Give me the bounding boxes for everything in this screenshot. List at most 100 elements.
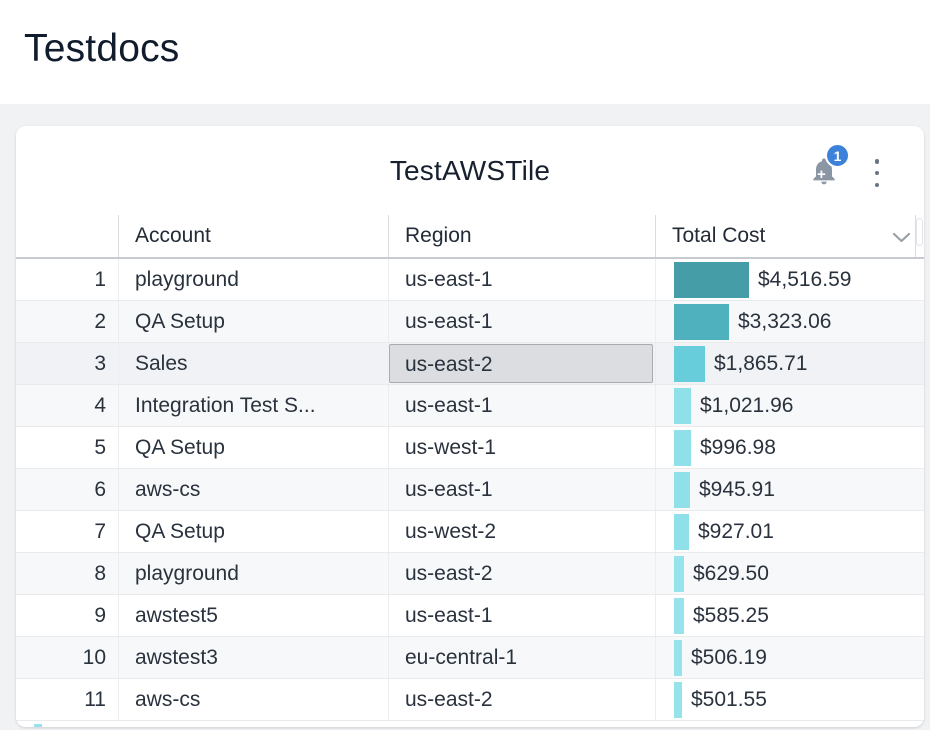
cost-bar [674, 346, 705, 382]
kebab-menu-button[interactable] [866, 157, 888, 189]
cost-value: $585.25 [693, 604, 769, 627]
account-cell[interactable]: awstest5 [118, 595, 388, 636]
total-cost-cell[interactable]: $945.91 [655, 469, 924, 510]
region-cell[interactable]: us-east-1 [388, 469, 655, 510]
row-number: 11 [84, 688, 106, 711]
notification-bell-button[interactable]: + 1 [808, 143, 860, 199]
row-number: 4 [94, 394, 106, 417]
header-region[interactable]: Region [388, 215, 655, 257]
page-title: Testdocs [24, 27, 180, 70]
tile-title: TestAWSTile [389, 155, 551, 186]
cost-bar [674, 430, 691, 466]
total-cost-cell[interactable]: $1,865.71 [655, 343, 924, 384]
account-cell[interactable]: aws-cs [118, 469, 388, 510]
account-cell[interactable]: awstest3 [118, 637, 388, 678]
cost-value: $4,516.59 [758, 268, 852, 291]
region-cell[interactable]: us-east-1 [388, 301, 655, 342]
cost-value: $1,865.71 [714, 352, 808, 375]
account-cell[interactable]: QA Setup [118, 427, 388, 468]
table-row[interactable]: 4 Integration Test S... us-east-1 $1,021.96 [16, 385, 924, 427]
row-number: 8 [94, 562, 106, 585]
cost-bar [674, 682, 682, 718]
tile-header: TestAWSTile + 1 [16, 126, 924, 215]
cost-value: $506.19 [691, 646, 767, 669]
header-row-number [16, 215, 118, 257]
row-number: 6 [94, 478, 106, 501]
table-row[interactable]: 5 QA Setup us-west-1 $996.98 [16, 427, 924, 469]
region-cell[interactable]: us-west-1 [388, 427, 655, 468]
account-cell[interactable]: QA Setup [118, 511, 388, 552]
table-row[interactable]: 6 aws-cs us-east-1 $945.91 [16, 469, 924, 511]
region-cell[interactable]: us-east-1 [388, 385, 655, 426]
cost-value: $996.98 [700, 436, 776, 459]
total-cost-cell[interactable]: $3,323.06 [655, 301, 924, 342]
cost-value: $3,323.06 [738, 310, 832, 333]
total-cost-cell[interactable]: $1,021.96 [655, 385, 924, 426]
region-cell[interactable]: us-east-1 [388, 259, 655, 300]
total-cost-cell[interactable]: $927.01 [655, 511, 924, 552]
account-cell[interactable]: playground [118, 553, 388, 594]
partial-next-row [16, 721, 924, 727]
cost-bar [674, 388, 691, 424]
row-number: 7 [94, 520, 106, 543]
row-number: 3 [94, 352, 106, 375]
cost-value: $1,021.96 [700, 394, 794, 417]
kebab-dot [874, 159, 880, 164]
header-account[interactable]: Account [118, 215, 388, 257]
cost-bar [674, 556, 684, 592]
table-body: 1 playground us-east-1 $4,516.59 2 QA Setup us… [16, 259, 924, 721]
scrollbar-thumb[interactable] [916, 218, 923, 246]
region-cell[interactable]: us-east-2 [388, 679, 655, 720]
region-cell[interactable]: us-east-1 [388, 595, 655, 636]
total-cost-cell[interactable]: $506.19 [655, 637, 924, 678]
table-row[interactable]: 8 playground us-east-2 $629.50 [16, 553, 924, 595]
region-cell[interactable]: us-east-2 [389, 344, 653, 383]
chevron-down-icon[interactable] [892, 232, 911, 243]
cost-value: $945.91 [699, 478, 775, 501]
kebab-dot [874, 170, 880, 176]
header-total-cost[interactable]: Total Cost [655, 215, 915, 257]
row-number: 1 [94, 268, 106, 291]
account-cell[interactable]: Sales [118, 343, 388, 384]
cost-bar [674, 640, 682, 676]
total-cost-cell[interactable]: $501.55 [655, 679, 924, 720]
table-header-row: Account Region Total Cost [16, 215, 924, 259]
total-cost-cell[interactable]: $4,516.59 [655, 259, 924, 300]
scrollbar-gutter [915, 215, 924, 257]
cost-bar [674, 514, 689, 550]
row-number: 2 [94, 310, 106, 333]
region-cell[interactable]: us-east-2 [388, 553, 655, 594]
total-cost-cell[interactable]: $629.50 [655, 553, 924, 594]
table-row[interactable]: 11 aws-cs us-east-2 $501.55 [16, 679, 924, 721]
aws-tile-card: TestAWSTile + 1 Account Region Total Cos… [16, 126, 924, 727]
account-cell[interactable]: Integration Test S... [118, 385, 388, 426]
plus-glyph: + [817, 166, 826, 183]
table-row[interactable]: 1 playground us-east-1 $4,516.59 [16, 259, 924, 301]
cost-bar [674, 262, 749, 298]
row-number: 9 [94, 604, 106, 627]
region-cell[interactable]: eu-central-1 [388, 637, 655, 678]
cost-value: $927.01 [698, 520, 774, 543]
cost-bar [674, 598, 684, 634]
cost-bar [34, 724, 42, 727]
cost-bar [674, 304, 729, 340]
table-row[interactable]: 7 QA Setup us-west-2 $927.01 [16, 511, 924, 553]
cost-bar [674, 472, 690, 508]
total-cost-cell[interactable]: $585.25 [655, 595, 924, 636]
total-cost-cell[interactable]: $996.98 [655, 427, 924, 468]
row-number: 5 [94, 436, 106, 459]
table-row[interactable]: 3 Sales us-east-2 $1,865.71 [16, 343, 924, 385]
table-row[interactable]: 10 awstest3 eu-central-1 $506.19 [16, 637, 924, 679]
cost-value: $629.50 [693, 562, 769, 585]
account-cell[interactable]: playground [118, 259, 388, 300]
account-cell[interactable]: QA Setup [118, 301, 388, 342]
table-row[interactable]: 9 awstest5 us-east-1 $585.25 [16, 595, 924, 637]
kebab-dot [874, 182, 880, 187]
page-header: Testdocs [0, 0, 930, 104]
region-cell[interactable]: us-west-2 [388, 511, 655, 552]
row-number: 10 [82, 646, 106, 669]
table-row[interactable]: 2 QA Setup us-east-1 $3,323.06 [16, 301, 924, 343]
cost-value: $501.55 [691, 688, 767, 711]
header-total-cost-label: Total Cost [672, 224, 766, 247]
account-cell[interactable]: aws-cs [118, 679, 388, 720]
